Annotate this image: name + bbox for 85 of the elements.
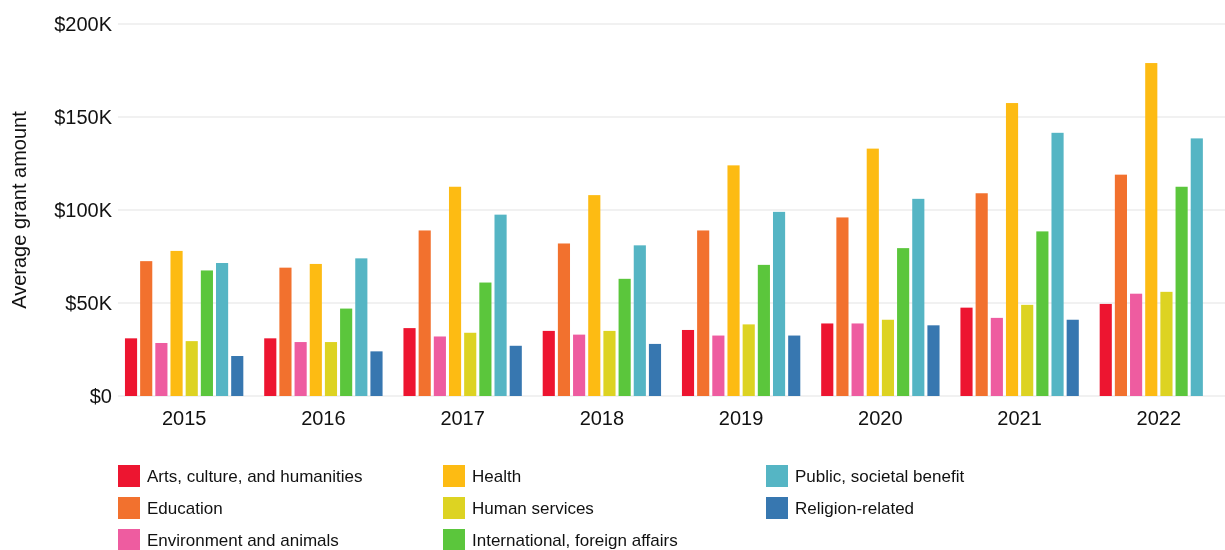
bar: [912, 198, 925, 396]
bar: [990, 317, 1003, 396]
bar: [170, 250, 183, 396]
bar: [464, 332, 477, 396]
bar: [1130, 293, 1143, 396]
bar: [494, 214, 507, 396]
bar: [866, 148, 879, 396]
bar: [200, 270, 213, 396]
x-tick-label: 2016: [301, 407, 346, 429]
bar: [309, 263, 322, 396]
bar: [403, 328, 416, 396]
legend-label: Public, societal benefit: [795, 466, 965, 486]
bar: [1036, 231, 1049, 396]
bar: [155, 342, 168, 396]
bar: [433, 336, 446, 396]
legend-label: Health: [472, 466, 522, 486]
legend-label: Human services: [472, 498, 594, 518]
y-axis-title: Average grant amount: [8, 110, 30, 309]
bar: [324, 342, 338, 396]
bar: [185, 341, 198, 396]
bar: [881, 319, 895, 396]
x-tick-label: 2022: [1136, 407, 1182, 429]
bar: [1021, 304, 1034, 396]
legend-label: Education: [147, 498, 223, 518]
bar: [960, 307, 973, 396]
bar: [1190, 138, 1203, 396]
legend-label: Religion-related: [795, 498, 915, 518]
legend-label: Arts, culture, and humanities: [147, 466, 363, 486]
bar: [1114, 174, 1127, 396]
bar: [1051, 132, 1064, 396]
bar: [294, 342, 307, 396]
bar: [772, 211, 786, 396]
bar: [1099, 303, 1112, 396]
bar: [124, 338, 138, 396]
bar: [1175, 186, 1188, 396]
legend-label: Environment and animals: [147, 530, 339, 550]
x-tick-label: 2018: [579, 407, 625, 429]
bar: [757, 264, 770, 396]
y-tick-label: $100K: [54, 199, 113, 221]
bar: [573, 334, 586, 396]
bar: [588, 195, 601, 396]
bar: [648, 343, 662, 396]
bar: [542, 330, 555, 396]
bar: [697, 230, 710, 396]
y-tick-label: $0: [89, 385, 112, 407]
legend-label: International, foreign affairs: [472, 530, 678, 550]
bar: [927, 325, 940, 396]
y-tick-label: $200K: [54, 13, 113, 35]
bar: [479, 282, 492, 396]
x-tick-label: 2021: [997, 407, 1042, 429]
bar: [1160, 291, 1173, 396]
bar: [370, 351, 383, 396]
bar: [264, 338, 277, 396]
bar: [836, 217, 849, 396]
y-tick-label: $50K: [65, 292, 113, 314]
bar: [742, 324, 755, 396]
bar: [897, 248, 910, 396]
x-tick-label: 2020: [858, 407, 903, 429]
bar: [788, 335, 801, 396]
bar: [509, 345, 522, 396]
bar: [1145, 63, 1158, 396]
bar: [975, 193, 988, 396]
x-tick-label: 2019: [718, 407, 764, 429]
bar: [279, 267, 292, 396]
y-tick-label: $150K: [54, 106, 113, 128]
bar: [448, 186, 462, 396]
x-tick-label: 2017: [440, 407, 485, 429]
bar: [140, 261, 153, 396]
bar: [821, 323, 834, 396]
bar: [418, 230, 431, 396]
bar: [355, 258, 368, 396]
bar: [618, 278, 631, 396]
bar: [557, 243, 571, 396]
bar: [633, 245, 646, 396]
bar: [1066, 319, 1079, 396]
bar: [712, 335, 725, 396]
bar: [1005, 103, 1019, 396]
bar: [216, 263, 229, 396]
bar: [340, 308, 353, 396]
bar: [603, 330, 616, 396]
bar: [681, 329, 695, 396]
bar: [851, 323, 864, 396]
bar: [231, 356, 244, 396]
bar: [727, 165, 740, 396]
x-tick-label: 2015: [161, 407, 207, 429]
